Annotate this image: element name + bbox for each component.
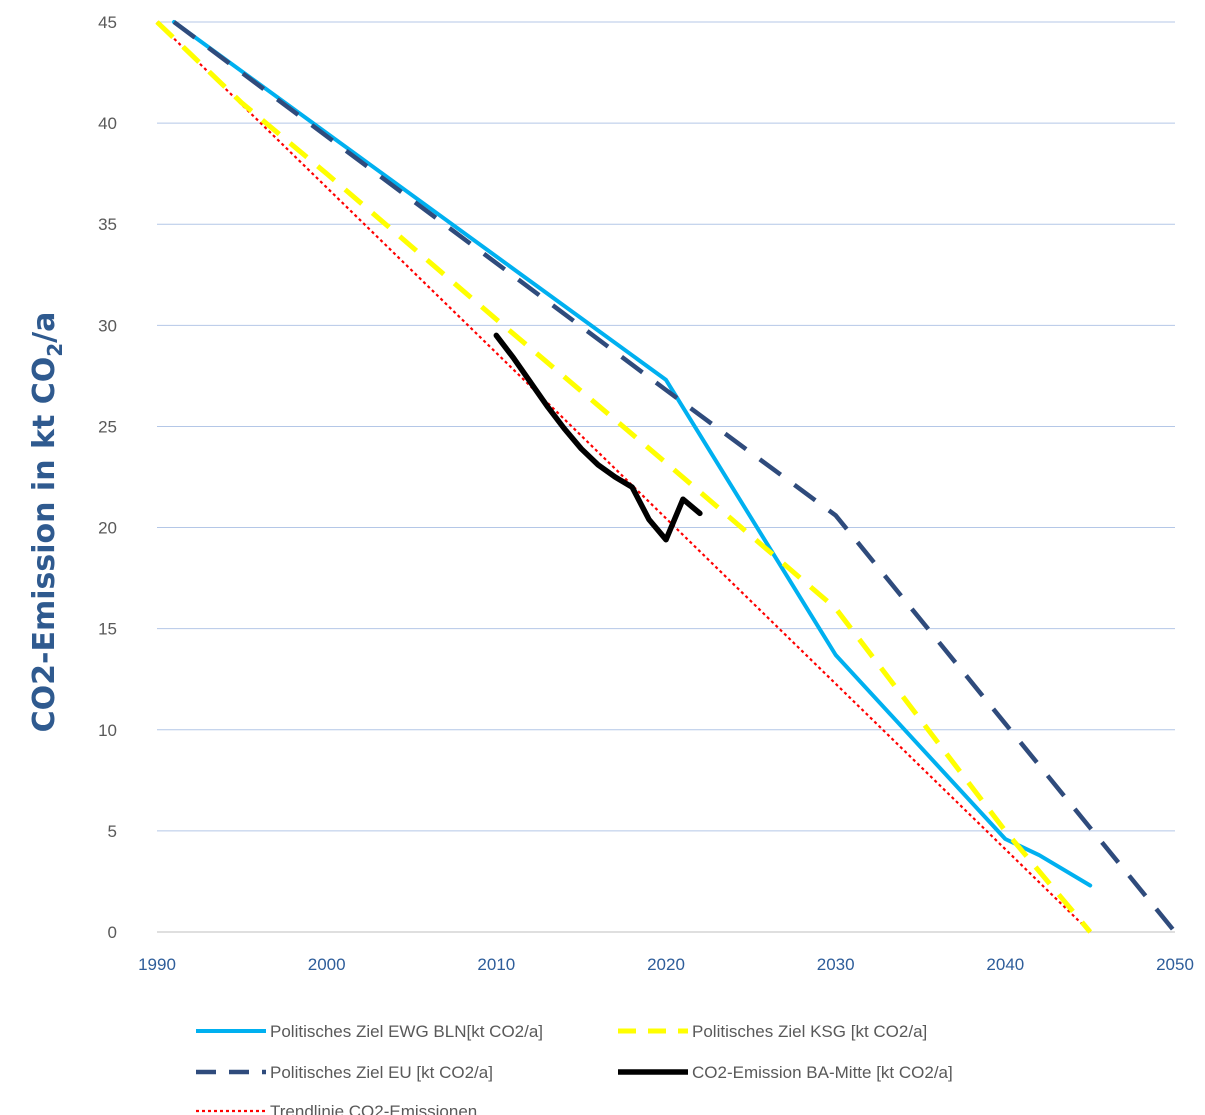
legend-item: Trendlinie CO2-Emissionen bbox=[196, 1102, 477, 1115]
x-tick-label: 2010 bbox=[477, 955, 515, 974]
x-tick-labels: 1990 2000 2010 2020 2030 2040 2050 bbox=[138, 955, 1194, 974]
y-tick-label: 5 bbox=[108, 822, 117, 841]
y-axis-label: CO2-Emission in kt CO2/a bbox=[27, 312, 67, 733]
legend-label: Trendlinie CO2-Emissionen bbox=[270, 1102, 477, 1115]
legend-item: CO2-Emission BA-Mitte [kt CO2/a] bbox=[618, 1063, 953, 1082]
x-tick-label: 2000 bbox=[308, 955, 346, 974]
x-tick-label: 2040 bbox=[986, 955, 1024, 974]
y-tick-label: 25 bbox=[98, 417, 117, 436]
legend-label: Politisches Ziel KSG [kt CO2/a] bbox=[692, 1022, 927, 1041]
legend: Politisches Ziel EWG BLN[kt CO2/a] Politi… bbox=[196, 1022, 953, 1115]
legend-label: CO2-Emission BA-Mitte [kt CO2/a] bbox=[692, 1063, 953, 1082]
grid-lines bbox=[157, 21, 1175, 933]
y-tick-label: 15 bbox=[98, 620, 117, 639]
x-tick-label: 2050 bbox=[1156, 955, 1194, 974]
series-line-1 bbox=[155, 20, 1093, 934]
series-lines bbox=[155, 20, 1177, 934]
series-line-0 bbox=[172, 20, 1093, 888]
x-tick-label: 2030 bbox=[817, 955, 855, 974]
x-tick-label: 2020 bbox=[647, 955, 685, 974]
y-tick-label: 40 bbox=[98, 114, 117, 133]
y-tick-label: 35 bbox=[98, 215, 117, 234]
y-tick-label: 30 bbox=[98, 316, 117, 335]
y-tick-label: 20 bbox=[98, 519, 117, 538]
legend-item: Politisches Ziel EU [kt CO2/a] bbox=[196, 1063, 493, 1082]
y-tick-label: 45 bbox=[98, 13, 117, 32]
legend-label: Politisches Ziel EWG BLN[kt CO2/a] bbox=[270, 1022, 543, 1041]
legend-label: Politisches Ziel EU [kt CO2/a] bbox=[270, 1063, 493, 1082]
legend-item: Politisches Ziel KSG [kt CO2/a] bbox=[618, 1022, 927, 1041]
legend-item: Politisches Ziel EWG BLN[kt CO2/a] bbox=[196, 1022, 543, 1041]
y-tick-label: 10 bbox=[98, 721, 117, 740]
x-tick-label: 1990 bbox=[138, 955, 176, 974]
series-line-2 bbox=[172, 20, 1177, 934]
y-tick-label: 0 bbox=[108, 923, 117, 942]
y-tick-labels: 0 5 10 15 20 25 30 35 40 45 bbox=[98, 13, 117, 942]
series-line-3 bbox=[493, 332, 703, 543]
series-line-4 bbox=[156, 21, 1091, 933]
